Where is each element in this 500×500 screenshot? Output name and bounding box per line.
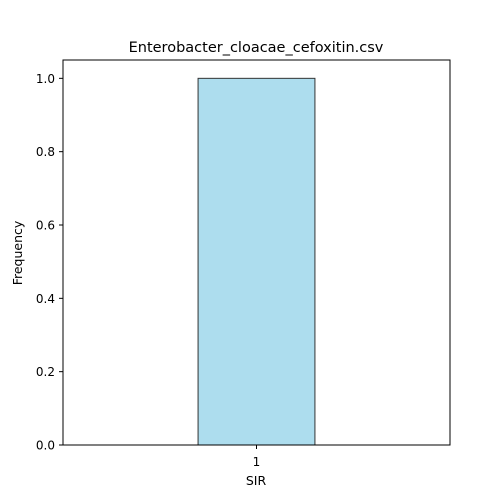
y-tick-label: 0.8 (36, 145, 55, 159)
y-tick-label: 0.0 (36, 439, 55, 453)
y-axis: 0.0 0.2 0.4 0.6 0.8 1.0 (36, 72, 63, 453)
y-axis-label: Frequency (10, 220, 25, 285)
chart-title: Enterobacter_cloacae_cefoxitin.csv (129, 40, 384, 56)
y-tick-label: 0.4 (36, 292, 55, 306)
y-tick-label: 0.2 (36, 365, 55, 379)
bar (197, 77, 316, 446)
y-tick-label: 0.6 (36, 219, 55, 233)
x-tick-label: 1 (253, 455, 261, 469)
bars-group (197, 77, 316, 446)
y-tick-label: 1.0 (36, 72, 55, 86)
x-axis: 1 (253, 445, 261, 469)
x-axis-label: SIR (246, 473, 267, 488)
